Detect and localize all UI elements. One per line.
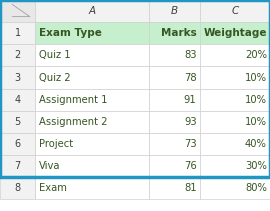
Bar (148, 22, 200, 44)
Text: 78: 78 (184, 73, 197, 83)
Bar (0, 44, 35, 66)
Bar (200, 89, 270, 111)
Text: 73: 73 (184, 139, 197, 149)
Text: 3: 3 (15, 73, 21, 83)
Bar (35, 22, 148, 44)
Text: 81: 81 (184, 183, 197, 193)
Bar (35, 155, 148, 177)
Bar (35, 66, 148, 89)
Bar (35, 44, 148, 66)
Text: 2: 2 (14, 50, 21, 60)
Text: 1: 1 (15, 28, 21, 38)
Text: 8: 8 (15, 183, 21, 193)
Bar (0, 177, 35, 199)
Bar (148, 111, 200, 133)
Bar (200, 0, 270, 22)
Text: 76: 76 (184, 161, 197, 171)
Bar (200, 111, 270, 133)
Bar (0, 155, 35, 177)
Text: B: B (171, 6, 178, 16)
Bar (0, 133, 35, 155)
Bar (200, 44, 270, 66)
Bar (0, 66, 35, 89)
Text: 80%: 80% (245, 183, 267, 193)
Text: 83: 83 (184, 50, 197, 60)
Bar (200, 66, 270, 89)
Bar (35, 89, 148, 111)
Text: Viva: Viva (39, 161, 61, 171)
Text: Quiz 1: Quiz 1 (39, 50, 71, 60)
Text: 10%: 10% (245, 95, 267, 105)
Text: 4: 4 (15, 95, 21, 105)
Bar (148, 0, 200, 22)
Bar (0, 89, 35, 111)
Text: 10%: 10% (245, 117, 267, 127)
Text: Exam: Exam (39, 183, 67, 193)
Text: Marks: Marks (161, 28, 197, 38)
Bar (148, 133, 200, 155)
Text: 91: 91 (184, 95, 197, 105)
Bar (0, 22, 35, 44)
Text: 5: 5 (14, 117, 21, 127)
Bar (200, 22, 270, 44)
Bar (35, 0, 148, 22)
Bar (35, 133, 148, 155)
Text: 10%: 10% (245, 73, 267, 83)
Bar (148, 177, 200, 199)
Text: Weightage: Weightage (203, 28, 267, 38)
Bar (0, 111, 35, 133)
Text: A: A (88, 6, 95, 16)
Bar (35, 111, 148, 133)
Text: 93: 93 (184, 117, 197, 127)
Text: Project: Project (39, 139, 73, 149)
Bar (148, 44, 200, 66)
Bar (35, 177, 148, 199)
Text: 7: 7 (14, 161, 21, 171)
Text: 30%: 30% (245, 161, 267, 171)
Bar (0, 0, 270, 177)
Text: C: C (231, 6, 238, 16)
Text: Assignment 1: Assignment 1 (39, 95, 108, 105)
Text: Quiz 2: Quiz 2 (39, 73, 71, 83)
Bar (148, 66, 200, 89)
Bar (0, 0, 35, 22)
Bar (200, 133, 270, 155)
Text: 40%: 40% (245, 139, 267, 149)
Bar (200, 155, 270, 177)
Bar (200, 177, 270, 199)
Bar (148, 155, 200, 177)
Bar (148, 89, 200, 111)
Text: 6: 6 (15, 139, 21, 149)
Text: 20%: 20% (245, 50, 267, 60)
Text: Exam Type: Exam Type (39, 28, 102, 38)
Text: Assignment 2: Assignment 2 (39, 117, 108, 127)
